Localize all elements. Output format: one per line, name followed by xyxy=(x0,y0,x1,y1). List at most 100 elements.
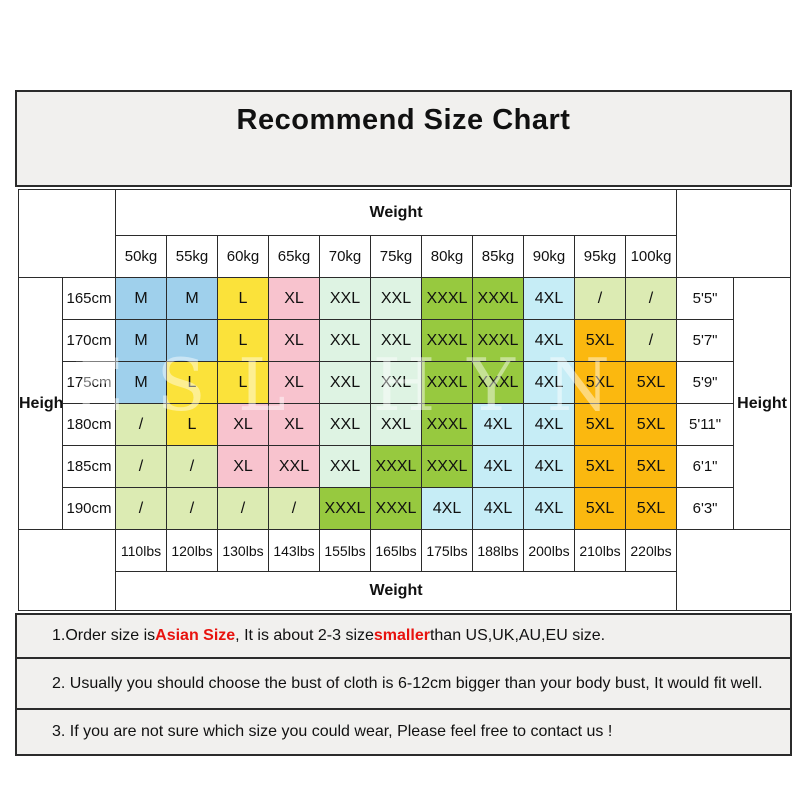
size-cell: M xyxy=(115,361,167,404)
size-cell: / xyxy=(624,319,678,362)
size-cell: 5XL xyxy=(574,361,626,404)
size-cell: L xyxy=(217,361,269,404)
size-cell: XL xyxy=(268,319,320,362)
size-cell: 4XL xyxy=(472,487,524,530)
note-row: 1.Order size is Asian Size, It is about … xyxy=(15,613,792,659)
size-cell: / xyxy=(574,277,626,320)
height-cm-cell: 170cm xyxy=(62,319,116,362)
height-label-right: Height xyxy=(733,277,792,530)
weight-lbs-cell: 220lbs xyxy=(624,529,678,572)
weight-kg-cell: 75kg xyxy=(370,235,422,278)
size-cell: XXL xyxy=(319,403,371,446)
weight-lbs-cell: 155lbs xyxy=(319,529,371,572)
size-cell: / xyxy=(166,487,218,530)
size-cell: M xyxy=(115,277,167,320)
weight-kg-cell: 90kg xyxy=(523,235,575,278)
note-highlight: Asian Size xyxy=(155,627,236,644)
size-cell: 4XL xyxy=(421,487,473,530)
weight-lbs-cell: 120lbs xyxy=(166,529,218,572)
height-cm-cell: 175cm xyxy=(62,361,116,404)
note-text: 1.Order size is xyxy=(52,627,156,644)
corner-top-left xyxy=(18,189,116,278)
size-cell: L xyxy=(217,277,269,320)
size-cell: M xyxy=(115,319,167,362)
weight-lbs-cell: 175lbs xyxy=(421,529,473,572)
size-cell: / xyxy=(115,403,167,446)
weight-kg-cell: 65kg xyxy=(268,235,320,278)
size-cell: M xyxy=(166,277,218,320)
height-ft-cell: 5'7" xyxy=(676,319,735,362)
weight-lbs-cell: 110lbs xyxy=(115,529,167,572)
size-cell: 4XL xyxy=(523,277,575,320)
size-cell: XXXL xyxy=(472,277,524,320)
size-cell: XL xyxy=(268,361,320,404)
note-highlight: smaller xyxy=(373,627,430,644)
size-cell: 5XL xyxy=(624,361,678,404)
height-ft-cell: 5'5" xyxy=(676,277,735,320)
size-cell: 4XL xyxy=(472,445,524,488)
size-cell: XXL xyxy=(319,277,371,320)
size-cell: L xyxy=(217,319,269,362)
size-cell: XXL xyxy=(370,361,422,404)
weight-kg-cell: 80kg xyxy=(421,235,473,278)
note-row: 2. Usually you should choose the bust of… xyxy=(15,657,792,710)
height-cm-cell: 185cm xyxy=(62,445,116,488)
size-cell: XXL xyxy=(268,445,320,488)
size-cell: XXXL xyxy=(421,277,473,320)
size-cell: / xyxy=(115,487,167,530)
note-text: 3. If you are not sure which size you co… xyxy=(52,723,613,740)
weight-lbs-cell: 200lbs xyxy=(523,529,575,572)
weight-header-top: Weight xyxy=(114,189,678,236)
size-cell: / xyxy=(624,277,678,320)
size-cell: XL xyxy=(268,277,320,320)
size-cell: 4XL xyxy=(472,403,524,446)
weight-kg-cell: 50kg xyxy=(115,235,167,278)
height-ft-cell: 6'1" xyxy=(676,445,735,488)
size-cell: XL xyxy=(217,403,269,446)
size-cell: XXXL xyxy=(421,361,473,404)
size-cell: 5XL xyxy=(574,403,626,446)
size-cell: 4XL xyxy=(523,445,575,488)
size-cell: 4XL xyxy=(523,319,575,362)
size-cell: XXL xyxy=(319,319,371,362)
size-cell: 4XL xyxy=(523,403,575,446)
height-ft-cell: 5'9" xyxy=(676,361,735,404)
size-cell: XXXL xyxy=(472,361,524,404)
weight-kg-cell: 95kg xyxy=(574,235,626,278)
corner-bottom-right xyxy=(676,529,792,611)
height-ft-cell: 6'3" xyxy=(676,487,735,530)
size-cell: XXXL xyxy=(421,319,473,362)
size-cell: XXXL xyxy=(421,403,473,446)
weight-lbs-cell: 143lbs xyxy=(268,529,320,572)
corner-bottom-left xyxy=(18,529,116,611)
size-cell: XXXL xyxy=(370,445,422,488)
size-cell: / xyxy=(166,445,218,488)
weight-lbs-cell: 130lbs xyxy=(217,529,269,572)
weight-kg-cell: 55kg xyxy=(166,235,218,278)
note-text: than US,UK,AU,EU size. xyxy=(429,627,606,644)
note-row: 3. If you are not sure which size you co… xyxy=(15,708,792,756)
note-text: 2. Usually you should choose the bust of… xyxy=(52,674,763,692)
size-cell: XL xyxy=(268,403,320,446)
size-cell: 5XL xyxy=(574,487,626,530)
size-cell: 5XL xyxy=(574,319,626,362)
size-cell: XXXL xyxy=(319,487,371,530)
size-cell: M xyxy=(166,319,218,362)
weight-lbs-cell: 188lbs xyxy=(472,529,524,572)
size-cell: 5XL xyxy=(624,445,678,488)
size-cell: XL xyxy=(217,445,269,488)
weight-kg-cell: 60kg xyxy=(217,235,269,278)
page-title: Recommend Size Chart xyxy=(15,90,792,187)
size-cell: XXL xyxy=(370,319,422,362)
size-cell: 5XL xyxy=(574,445,626,488)
weight-header-bottom: Weight xyxy=(114,571,678,611)
size-cell: XXXL xyxy=(370,487,422,530)
height-cm-cell: 180cm xyxy=(62,403,116,446)
size-cell: XXL xyxy=(370,403,422,446)
size-cell: / xyxy=(217,487,269,530)
size-cell: 5XL xyxy=(624,487,678,530)
size-cell: 4XL xyxy=(523,361,575,404)
size-cell: XXL xyxy=(319,445,371,488)
size-cell: / xyxy=(115,445,167,488)
